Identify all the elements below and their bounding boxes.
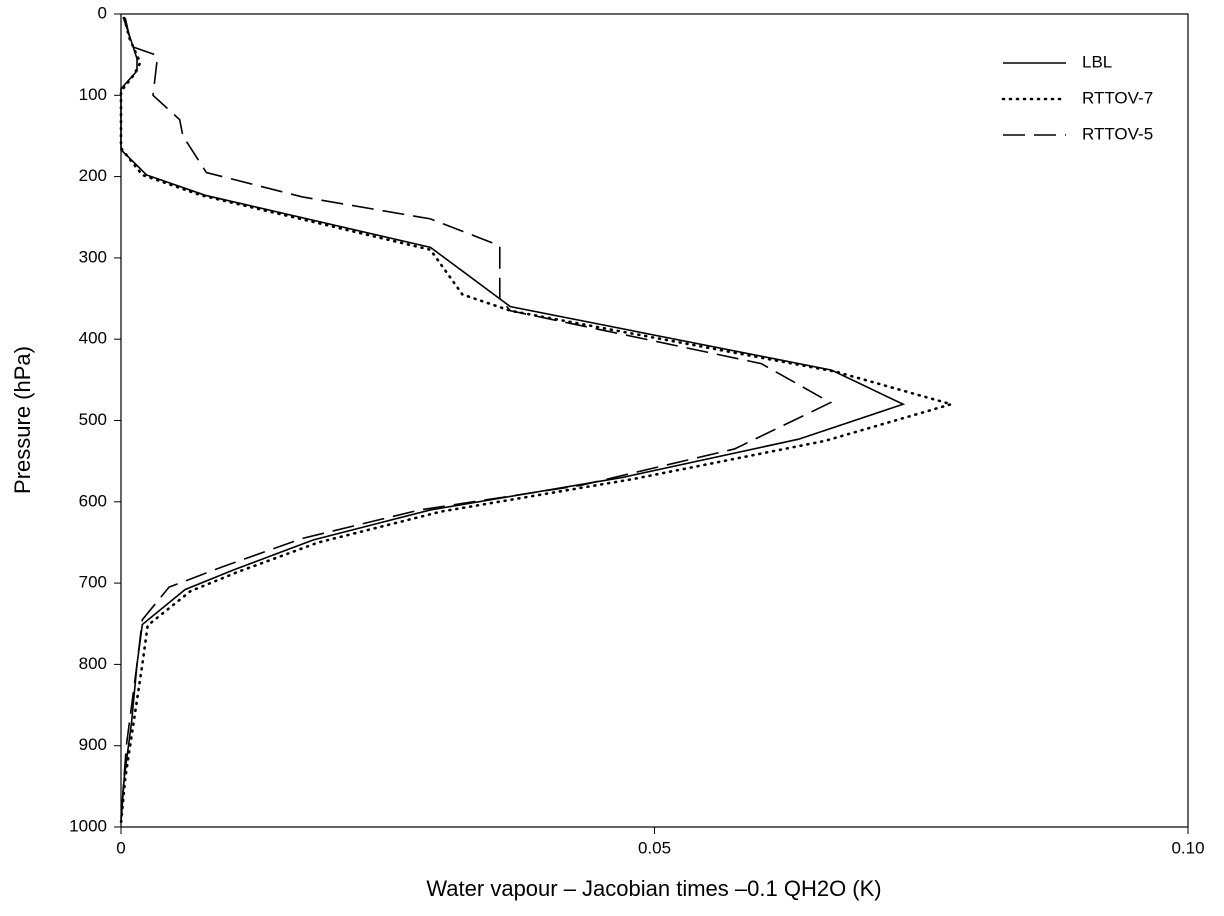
series-line	[120, 17, 833, 819]
plot-frame	[120, 13, 1189, 828]
y-tick-label: 100	[79, 85, 107, 104]
legend-label: RTTOV-5	[1082, 124, 1153, 143]
y-tick-label: 500	[79, 410, 107, 429]
y-tick-label: 600	[79, 491, 107, 510]
legend-label: LBL	[1082, 52, 1112, 71]
series-line	[119, 16, 956, 825]
y-tick-label: 0	[98, 3, 107, 22]
y-tick-label: 900	[79, 735, 107, 754]
y-tick-label: 1000	[69, 816, 107, 835]
y-tick-label: 400	[79, 329, 107, 348]
x-tick-label: 0	[116, 838, 125, 857]
x-axis-title: Water vapour – Jacobian times –0.1 QH2O …	[426, 876, 881, 901]
y-tick-label: 700	[79, 573, 107, 592]
x-tick-label: 0.10	[1171, 838, 1204, 857]
y-tick-label: 800	[79, 654, 107, 673]
legend-label: RTTOV-7	[1082, 88, 1153, 107]
y-tick-label: 200	[79, 166, 107, 185]
y-tick-label: 300	[79, 247, 107, 266]
x-tick-label: 0.05	[638, 838, 671, 857]
y-axis-title: Pressure (hPa)	[10, 346, 35, 494]
series-line	[120, 16, 906, 823]
